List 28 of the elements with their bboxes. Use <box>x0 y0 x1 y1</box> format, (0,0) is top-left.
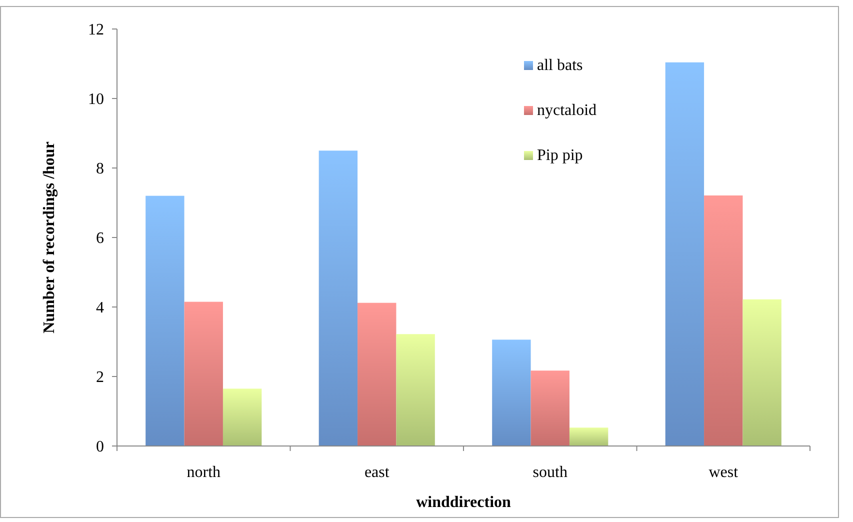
bar <box>530 370 570 446</box>
y-tick-label: 6 <box>96 230 104 248</box>
y-tick-label: 8 <box>96 160 104 178</box>
y-axis-title: Number of recordings /hour <box>41 142 58 334</box>
bar <box>742 299 782 446</box>
x-tick-label: north <box>186 464 221 481</box>
x-axis-title: winddirection <box>416 494 512 511</box>
y-tick-label: 2 <box>96 369 104 386</box>
legend-label: nyctaloid <box>537 102 597 119</box>
y-tick-label: 0 <box>96 438 104 456</box>
bar <box>146 196 184 446</box>
x-tick-label: west <box>708 464 739 481</box>
x-tick-label: south <box>532 464 568 481</box>
bar <box>492 340 531 446</box>
bar <box>665 62 704 446</box>
bar <box>184 302 223 446</box>
y-tick-label: 12 <box>88 22 104 39</box>
y-tick-label: 4 <box>96 300 104 317</box>
legend-label: all bats <box>537 57 583 74</box>
bar <box>318 150 358 446</box>
y-tick-label: 10 <box>88 91 104 108</box>
bar <box>704 195 743 446</box>
x-tick-label: east <box>364 464 390 481</box>
bar <box>222 388 262 446</box>
legend-label: Pip pip <box>537 147 583 164</box>
bar <box>396 334 435 446</box>
bar <box>569 428 608 446</box>
bar <box>358 302 396 446</box>
